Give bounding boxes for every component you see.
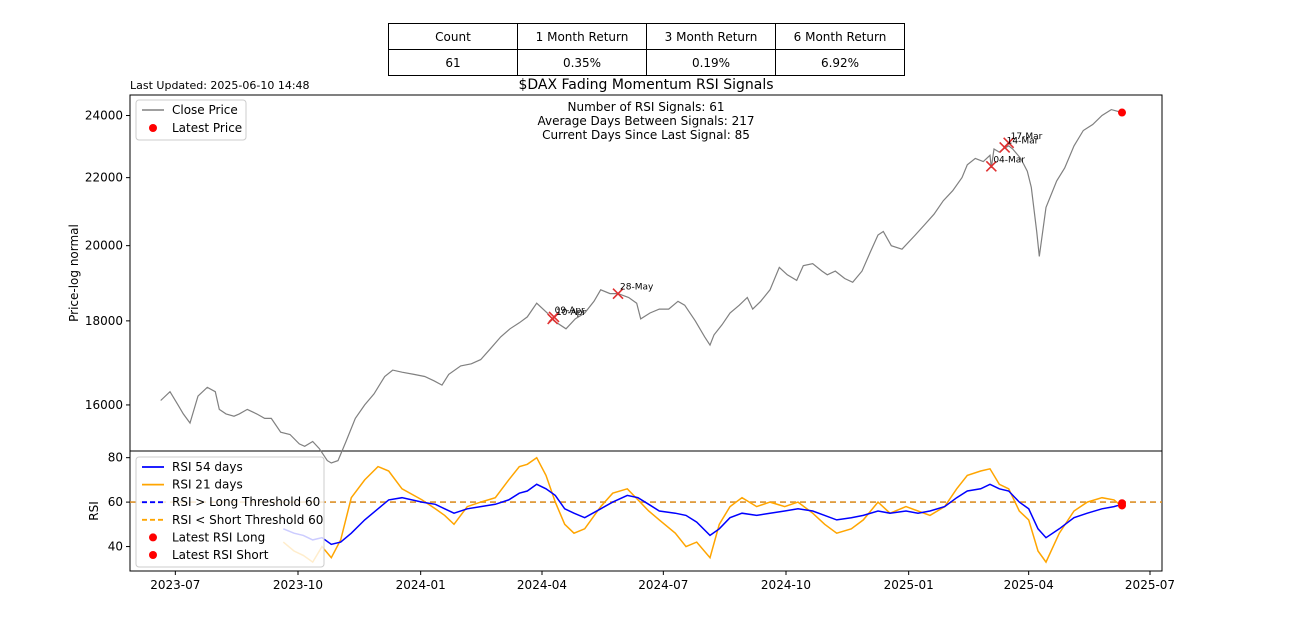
legend-label-close: Close Price [172, 103, 238, 117]
signal-date-label: 17-Mar [1011, 132, 1043, 142]
price-legend: Close Price Latest Price [135, 99, 247, 141]
stats-value-3m: 0.19% [646, 49, 776, 76]
signal-date-label: 28-May [620, 283, 654, 293]
legend-label-rsi-21: RSI 21 days [172, 478, 243, 492]
signal-info-line: Average Days Between Signals: 217 [537, 114, 754, 128]
legend-label-short-threshold: RSI < Short Threshold 60 [172, 513, 323, 527]
rsi-plot-frame [129, 450, 1163, 572]
rsi-legend-box [135, 456, 325, 568]
signal-date-label: 10-Apr [556, 308, 586, 318]
xtick-label: 2024-01 [396, 578, 446, 592]
rsi-ytick-label: 60 [108, 495, 123, 509]
legend-label-latest-rsi-long: Latest RSI Long [172, 530, 265, 544]
stats-value-row: 61 0.35% 0.19% 6.92% [388, 49, 905, 76]
price-ytick-label: 24000 [85, 109, 123, 123]
latest-rsi-short-marker [1118, 501, 1126, 510]
stats-value-6m: 6.92% [775, 49, 905, 76]
legend-swatch-latest-rsi-short [149, 551, 157, 559]
signal-marker [612, 288, 624, 300]
signal-marker [985, 160, 997, 172]
rsi-54-line [283, 483, 1123, 546]
price-ytick-label: 18000 [85, 314, 123, 328]
price-plot-frame [129, 94, 1163, 452]
stats-header-6m: 6 Month Return [775, 23, 905, 50]
xtick-label: 2024-07 [638, 578, 688, 592]
xtick-label: 2025-01 [884, 578, 934, 592]
price-ytick-label: 20000 [85, 239, 123, 253]
latest-price-marker [1118, 108, 1126, 117]
xtick-label: 2023-07 [150, 578, 200, 592]
rsi-legend: RSI 54 days RSI 21 days RSI > Long Thresho… [135, 456, 325, 568]
price-ylabel: Price-log normal [67, 224, 81, 322]
rsi-21-line [282, 456, 1123, 564]
signal-marker [548, 311, 560, 323]
rsi-ytick-label: 80 [108, 451, 123, 465]
legend-label-latest-rsi-short: Latest RSI Short [172, 548, 269, 562]
legend-label-rsi-54: RSI 54 days [172, 460, 243, 474]
stats-table: Count 1 Month Return 3 Month Return 6 Mo… [388, 23, 905, 76]
xtick-label: 2024-04 [517, 578, 567, 592]
legend-label-long-threshold: RSI > Long Threshold 60 [172, 495, 320, 509]
signal-marker [1003, 137, 1015, 149]
legend-swatch-latest [149, 124, 157, 132]
chart-title: $DAX Fading Momentum RSI Signals [518, 77, 773, 93]
signal-date-label: 04-Mar [993, 155, 1025, 165]
xtick-label: 2025-07 [1125, 578, 1175, 592]
signal-date-label: 09-Apr [555, 306, 585, 316]
rsi-ytick-label: 40 [108, 540, 123, 554]
close-price-line [160, 108, 1123, 464]
price-ytick-label: 16000 [85, 398, 123, 412]
xtick-label: 2024-10 [761, 578, 811, 592]
stats-header-count: Count [388, 23, 518, 50]
xtick-label: 2023-10 [273, 578, 323, 592]
legend-swatch-latest-rsi-long [149, 533, 157, 542]
rsi-ylabel: RSI [87, 501, 101, 521]
xtick-label: 2025-04 [1004, 578, 1054, 592]
last-updated-label: Last Updated: 2025-06-10 14:48 [130, 79, 310, 92]
signal-date-label: 14-Mar [1007, 136, 1039, 146]
signal-info-line: Number of RSI Signals: 61 [568, 100, 725, 114]
price-ytick-label: 22000 [85, 171, 123, 185]
signal-info-line: Current Days Since Last Signal: 85 [542, 128, 750, 142]
legend-label-latest: Latest Price [172, 121, 242, 135]
stats-header-row: Count 1 Month Return 3 Month Return 6 Mo… [388, 23, 905, 50]
stats-header-1m: 1 Month Return [517, 23, 647, 50]
